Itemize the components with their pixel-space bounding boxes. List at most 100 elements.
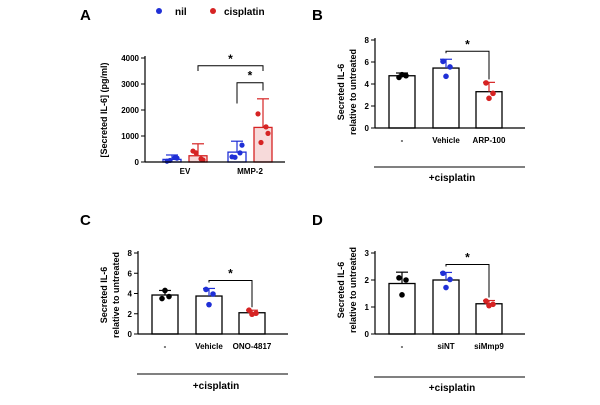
data-point [203,286,209,293]
significance-bracket [236,82,264,104]
significance: * [445,250,490,298]
axes [374,251,525,335]
data-points [396,270,496,309]
x-category-label: - [164,342,167,351]
y-axis-label-line1: Secreted IL-6 [336,64,346,121]
data-point [447,64,453,70]
bar [388,282,416,335]
x-category-label: - [401,136,404,145]
y-tick-label: 2000 [121,106,139,115]
y-tick-label: 0 [365,124,370,133]
bars [162,126,273,163]
significance: * [208,266,253,308]
data-point [440,58,446,65]
condition-label: +cisplatin [193,381,239,392]
y-tick-label: 3000 [121,80,139,89]
data-point [172,154,178,161]
panel-c-letter: C [80,212,91,229]
y-ticks: 0 2 4 6 8 [128,249,138,339]
significance-star: * [248,69,253,83]
y-axis-label-line2: relative to untreated [348,247,358,333]
x-categories: - siNT siMmp9 [401,342,505,351]
data-point [443,73,449,80]
y-tick-label: 2 [365,276,370,285]
data-point [166,293,172,300]
y-tick-label: 0 [135,158,140,167]
x-category-label: siMmp9 [474,342,504,351]
condition-label: +cisplatin [429,173,475,184]
y-tick-label: 6 [365,58,370,67]
x-category-label: MMP-2 [237,167,263,176]
y-tick-label: 6 [128,269,133,278]
y-tick-label: 0 [365,330,370,339]
significance-bracket [208,279,253,308]
condition-label: +cisplatin [429,383,475,394]
data-point [206,301,212,308]
y-ticks: 0 2 4 6 8 [365,36,375,133]
panel-a-letter: A [80,7,91,24]
data-point [258,139,264,146]
significance-star: * [465,250,470,264]
significance-bracket [445,263,490,298]
data-point [255,111,261,117]
data-point [253,310,259,317]
y-tick-label: 1 [365,303,370,312]
y-tick-label: 4000 [121,54,139,63]
data-point [263,124,269,130]
data-point [399,292,405,298]
data-point [440,270,446,277]
panel-c: C Secreted IL-6 relative to untreated 0 2… [80,212,288,392]
error-bars [166,98,269,160]
x-category-label: EV [180,167,191,176]
data-point [403,277,409,283]
data-point [483,80,489,86]
bar [151,294,179,335]
significance-star: * [228,266,233,280]
data-point [490,90,496,97]
significance: ** [197,52,264,104]
y-ticks: 0 1000 2000 3000 4000 [121,54,145,167]
y-tick-label: 8 [128,249,133,258]
x-categories: - Vehicle ARP-100 [401,136,506,145]
data-point [490,301,496,308]
bar [195,295,223,335]
data-point [396,275,402,281]
data-point [239,142,245,148]
y-tick-label: 3 [365,249,370,258]
x-category-label: ONO-4817 [233,342,272,351]
y-axis-label: [Secreted IL-6] (pg/ml) [99,62,109,157]
data-point [246,307,252,314]
y-ticks: 0 1 2 3 [365,249,375,339]
panel-a: A nil cisplatin [Secreted IL-6] (pg/ml) … [80,7,285,176]
data-point [486,95,492,102]
data-point [447,276,453,283]
y-tick-label: 2 [365,102,370,111]
bar [388,75,416,129]
y-axis-label-line1: Secreted IL-6 [336,262,346,319]
y-tick-label: 8 [365,36,370,45]
significance-star: * [228,52,233,66]
data-point [198,156,204,162]
panel-b-letter: B [312,7,323,24]
significance-star: * [465,37,470,51]
y-tick-label: 1000 [121,132,139,141]
data-point [483,298,489,304]
legend-nil-marker [156,8,162,14]
bars [151,294,266,335]
y-tick-label: 0 [128,330,133,339]
y-tick-label: 4 [365,80,370,89]
significance-bracket [445,50,490,80]
x-categories: EV MMP-2 [180,167,264,176]
data-point [403,72,409,79]
axes [374,38,525,129]
panel-b: B Secreted IL-6 relative to untreated 0 2… [312,7,525,184]
y-tick-label: 4 [128,290,133,299]
legend-nil-label: nil [175,7,187,18]
axes [137,251,288,335]
data-point [237,150,243,156]
x-category-label: ARP-100 [473,136,506,145]
y-tick-label: 2 [128,310,133,319]
data-points [159,286,259,318]
